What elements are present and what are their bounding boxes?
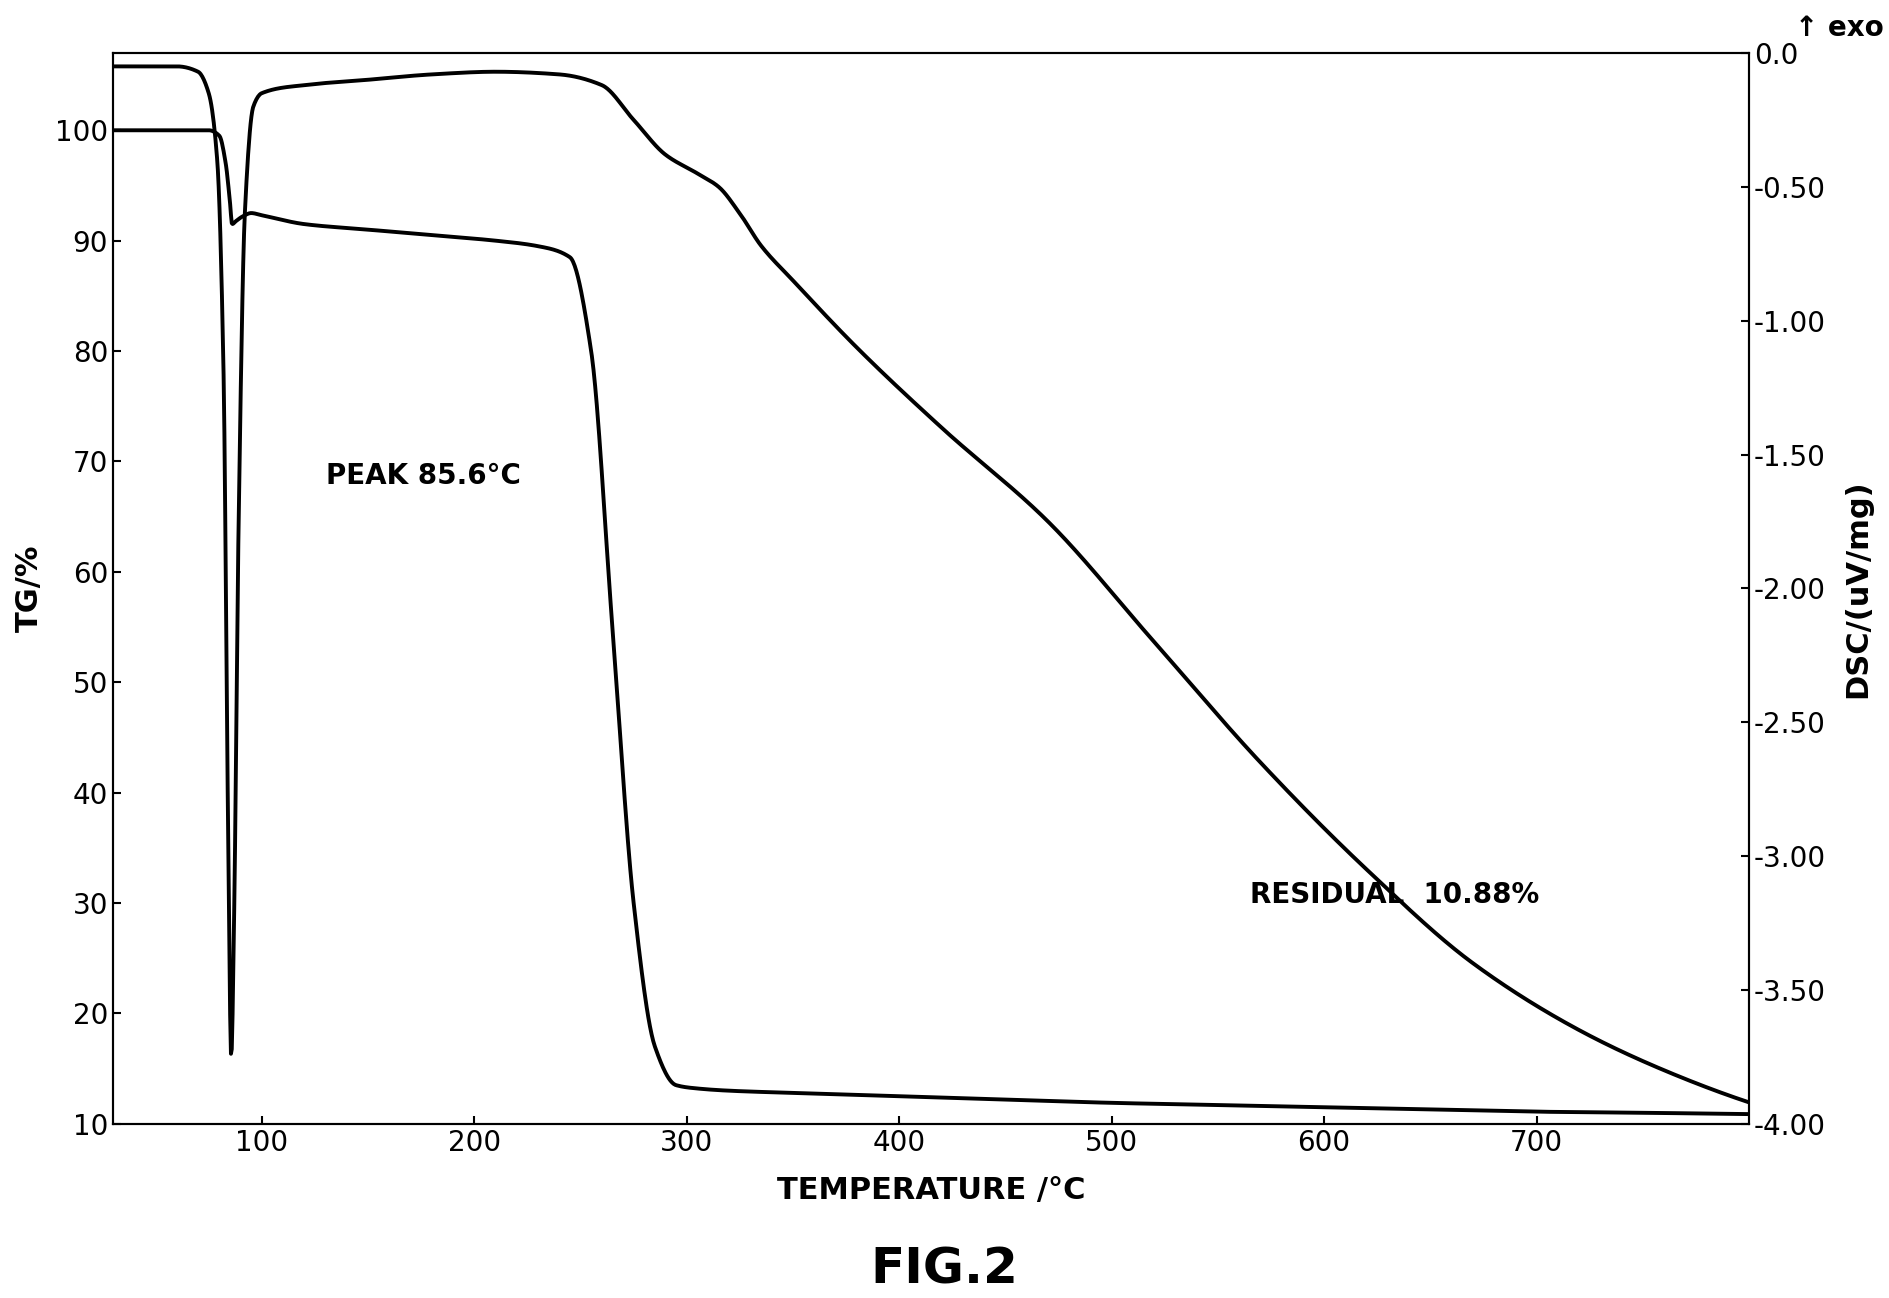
- Text: PEAK 85.6°C: PEAK 85.6°C: [325, 462, 521, 489]
- Y-axis label: DSC/(uV/mg): DSC/(uV/mg): [1844, 479, 1872, 698]
- X-axis label: TEMPERATURE /°C: TEMPERATURE /°C: [776, 1176, 1086, 1205]
- Text: FIG.2: FIG.2: [871, 1246, 1018, 1293]
- Y-axis label: TG/%: TG/%: [15, 545, 43, 632]
- Text: ↑ exo: ↑ exo: [1795, 14, 1883, 43]
- Text: RESIDUAL  10.88%: RESIDUAL 10.88%: [1251, 881, 1540, 909]
